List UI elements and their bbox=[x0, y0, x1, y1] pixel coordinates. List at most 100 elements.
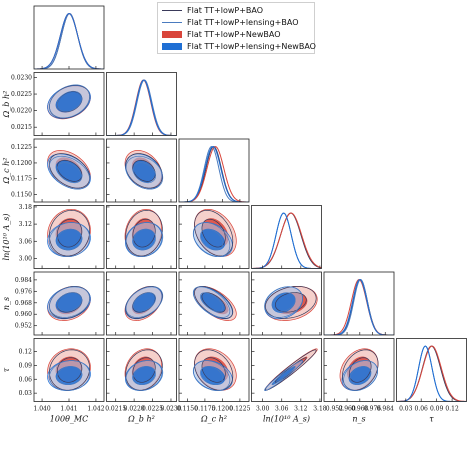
contour95-flat-tt-lowp-lensing-bao bbox=[49, 84, 91, 119]
contour68-flat-tt-lowp-lensing-bao bbox=[132, 228, 157, 251]
contour95-flat-tt-lowp-bao bbox=[49, 209, 91, 257]
panel-frame bbox=[178, 338, 250, 402]
contour68-flat-tt-lowp-lensing-newbao bbox=[200, 292, 226, 313]
panel-frame bbox=[178, 205, 250, 269]
panel-tau-vs-lnAs bbox=[264, 348, 318, 391]
contour95-flat-tt-lowp-lensing-bao bbox=[49, 222, 91, 258]
x-tick-label-obh2: 0.0215 bbox=[105, 406, 126, 413]
contour95-flat-tt-lowp-lensing-bao bbox=[192, 360, 231, 391]
contour95-flat-tt-lowp-lensing-bao bbox=[49, 360, 91, 391]
contour68-flat-tt-lowp-bao bbox=[56, 218, 83, 248]
contour95-flat-tt-lowp-bao bbox=[194, 285, 234, 319]
x-tick-label-theta: 1.042 bbox=[87, 406, 104, 413]
y-tick-label-ns: 0.984 bbox=[15, 277, 32, 284]
legend-swatch-tt-lowp-lensing-newbao bbox=[162, 42, 182, 50]
panel-frame bbox=[251, 338, 322, 402]
legend-entry-tt-lowp-newbao: Flat TT+lowP+NewBAO bbox=[162, 28, 310, 40]
contour68-flat-tt-lowp-bao bbox=[56, 357, 83, 383]
y-tick-label-obh2: 0.0220 bbox=[11, 108, 32, 115]
x-tick-label-ns: 0.952 bbox=[326, 406, 343, 413]
contour68-flat-tt-lowp-lensing-bao bbox=[56, 162, 83, 184]
contour95-flat-tt-lowp-lensing-bao bbox=[192, 286, 231, 318]
marginal-och2-flat-tt-lowp-bao bbox=[179, 146, 249, 202]
panel-frame bbox=[106, 205, 177, 269]
marginal-tau-flat-tt-lowp-lensing-bao bbox=[396, 345, 467, 402]
contour68-flat-tt-lowp-bao bbox=[132, 357, 156, 383]
x-tick-label-och2: 0.1175 bbox=[194, 406, 215, 413]
contour95-flat-tt-lowp-bao bbox=[125, 209, 163, 257]
y-tick-label-och2: 0.1200 bbox=[11, 160, 32, 167]
contour95-flat-tt-lowp-lensing-bao bbox=[192, 222, 231, 258]
panel-frame bbox=[106, 72, 177, 136]
legend-label-tt-lowp-lensing-bao: Flat TT+lowP+lensing+BAO bbox=[187, 17, 299, 27]
marginal-obh2-flat-tt-lowp-lensing-newbao bbox=[106, 79, 177, 136]
x-axis-label-obh2: Ω_b h² bbox=[127, 415, 155, 424]
contour95-flat-tt-lowp-lensing-bao bbox=[125, 286, 164, 318]
panel-tau-vs-theta bbox=[47, 348, 91, 391]
contour95-flat-tt-lowp-lensing-bao bbox=[264, 360, 304, 391]
contour68-flat-tt-lowp-bao bbox=[56, 159, 83, 182]
y-tick-label-obh2: 0.0215 bbox=[11, 124, 32, 131]
x-tick-label-och2: 0.1150 bbox=[177, 406, 198, 413]
y-tick-label-och2: 0.1150 bbox=[11, 191, 32, 198]
y-axis-label-lnAs: ln(10¹⁰ A_s) bbox=[2, 214, 11, 261]
x-tick-label-tau: 0.06 bbox=[415, 406, 429, 413]
marginal-theta-flat-tt-lowp-lensing-bao bbox=[34, 13, 104, 69]
x-tick-label-tau: 0.03 bbox=[399, 406, 413, 413]
y-tick-label-lnAs: 3.12 bbox=[19, 221, 33, 228]
y-tick-label-tau: 0.03 bbox=[19, 390, 33, 397]
marginal-obh2-flat-tt-lowp-lensing-bao bbox=[106, 79, 177, 136]
y-tick-label-lnAs: 3.00 bbox=[19, 255, 33, 262]
contour68-flat-tt-lowp-lensing-bao bbox=[271, 366, 296, 386]
panel-tau-vs-obh2 bbox=[124, 348, 164, 391]
x-tick-label-ns: 0.960 bbox=[338, 406, 355, 413]
legend-swatch-tt-lowp-lensing-bao bbox=[162, 21, 182, 23]
contour68-flat-tt-lowp-lensing-bao bbox=[349, 366, 372, 386]
y-tick-label-ns: 0.976 bbox=[15, 288, 32, 295]
marginal-ns-flat-tt-lowp-newbao bbox=[324, 279, 394, 335]
panel-lnAs-vs-theta bbox=[47, 208, 91, 258]
marginal-och2-flat-tt-lowp-lensing-bao bbox=[179, 146, 249, 202]
x-tick-label-ns: 0.984 bbox=[377, 406, 394, 413]
panel-frame bbox=[396, 338, 467, 402]
marginal-obh2-flat-tt-lowp-bao bbox=[106, 79, 177, 136]
contour68-flat-tt-lowp-lensing-bao bbox=[132, 292, 157, 312]
y-tick-label-ns: 0.968 bbox=[15, 300, 32, 307]
contour68-flat-tt-lowp-bao bbox=[274, 292, 307, 313]
x-axis-label-ns: n_s bbox=[352, 415, 365, 424]
panel-ns-vs-obh2 bbox=[124, 285, 164, 321]
x-tick-label-och2: 0.1200 bbox=[212, 406, 233, 413]
x-tick-label-tau: 0.09 bbox=[430, 406, 444, 413]
panel-theta-vs-theta bbox=[34, 13, 104, 69]
x-tick-label-lnAs: 3.12 bbox=[294, 406, 308, 413]
marginal-ns-flat-tt-lowp-lensing-bao bbox=[324, 279, 394, 335]
marginal-tau-flat-tt-lowp-newbao bbox=[396, 345, 467, 402]
panel-ns-vs-ns bbox=[324, 279, 394, 335]
contour68-flat-tt-lowp-lensing-bao bbox=[132, 366, 157, 386]
panel-och2-vs-och2 bbox=[179, 146, 249, 202]
legend: Flat TT+lowP+BAO Flat TT+lowP+lensing+BA… bbox=[157, 2, 316, 54]
contour68-flat-tt-lowp-bao bbox=[201, 357, 226, 383]
contour95-flat-tt-lowp-lensing-bao bbox=[49, 155, 91, 190]
contour68-flat-tt-lowp-lensing-bao bbox=[271, 292, 296, 312]
contour68-flat-tt-lowp-lensing-bao bbox=[132, 162, 157, 184]
contour68-flat-tt-lowp-lensing-bao bbox=[56, 292, 83, 312]
legend-entry-tt-lowp-lensing-bao: Flat TT+lowP+lensing+BAO bbox=[162, 16, 310, 28]
panel-frame bbox=[251, 205, 322, 269]
contour95-flat-tt-lowp-bao bbox=[342, 349, 379, 391]
marginal-lnAs-flat-tt-lowp-newbao bbox=[251, 212, 322, 269]
marginal-tau-flat-tt-lowp-lensing-newbao bbox=[396, 345, 467, 402]
marginal-ns-flat-tt-lowp-bao bbox=[324, 279, 394, 335]
contour95-flat-tt-lowp-lensing-bao bbox=[49, 286, 91, 318]
y-axis-label-obh2: Ω_b h² bbox=[2, 91, 11, 119]
panel-lnAs-vs-obh2 bbox=[124, 208, 164, 258]
panel-lnAs-vs-och2 bbox=[192, 208, 237, 258]
x-tick-label-obh2: 0.0225 bbox=[142, 406, 163, 413]
marginal-theta-flat-tt-lowp-bao bbox=[34, 13, 104, 69]
x-axis-label-och2: Ω_c h² bbox=[200, 415, 227, 424]
contour68-flat-tt-lowp-bao bbox=[201, 218, 226, 248]
contour68-flat-tt-lowp-lensing-bao bbox=[200, 228, 224, 251]
y-tick-label-ns: 0.952 bbox=[15, 323, 32, 330]
panel-tau-vs-och2 bbox=[192, 348, 237, 391]
